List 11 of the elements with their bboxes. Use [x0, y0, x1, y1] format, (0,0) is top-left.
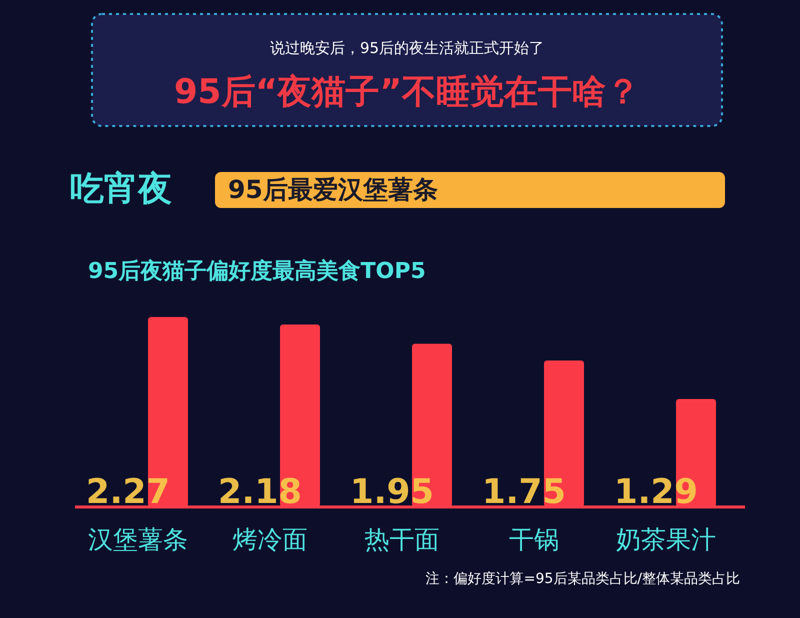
x-tick-label: 干锅 [509, 525, 559, 554]
x-tick-label: 奶茶果汁 [616, 525, 716, 554]
chart-subtitle: 说过晚安后，95后的夜生活就正式开始了 [270, 39, 544, 57]
text: 吃宵夜 [70, 169, 172, 209]
chart-title: 95后“夜猫子”不睡觉在干啥？ [174, 72, 640, 112]
text: 注：偏好度计算=95后某品类占比/整体某品类占比 [426, 571, 740, 587]
text: 95后最爱汉堡薯条 [228, 175, 438, 204]
text: 95后夜猫子偏好度最高美食TOP5 [88, 258, 426, 284]
x-tick-label: 烤冷面 [232, 525, 308, 554]
x-tick-label: 汉堡薯条 [88, 525, 188, 554]
x-tick-label: 热干面 [364, 525, 440, 554]
